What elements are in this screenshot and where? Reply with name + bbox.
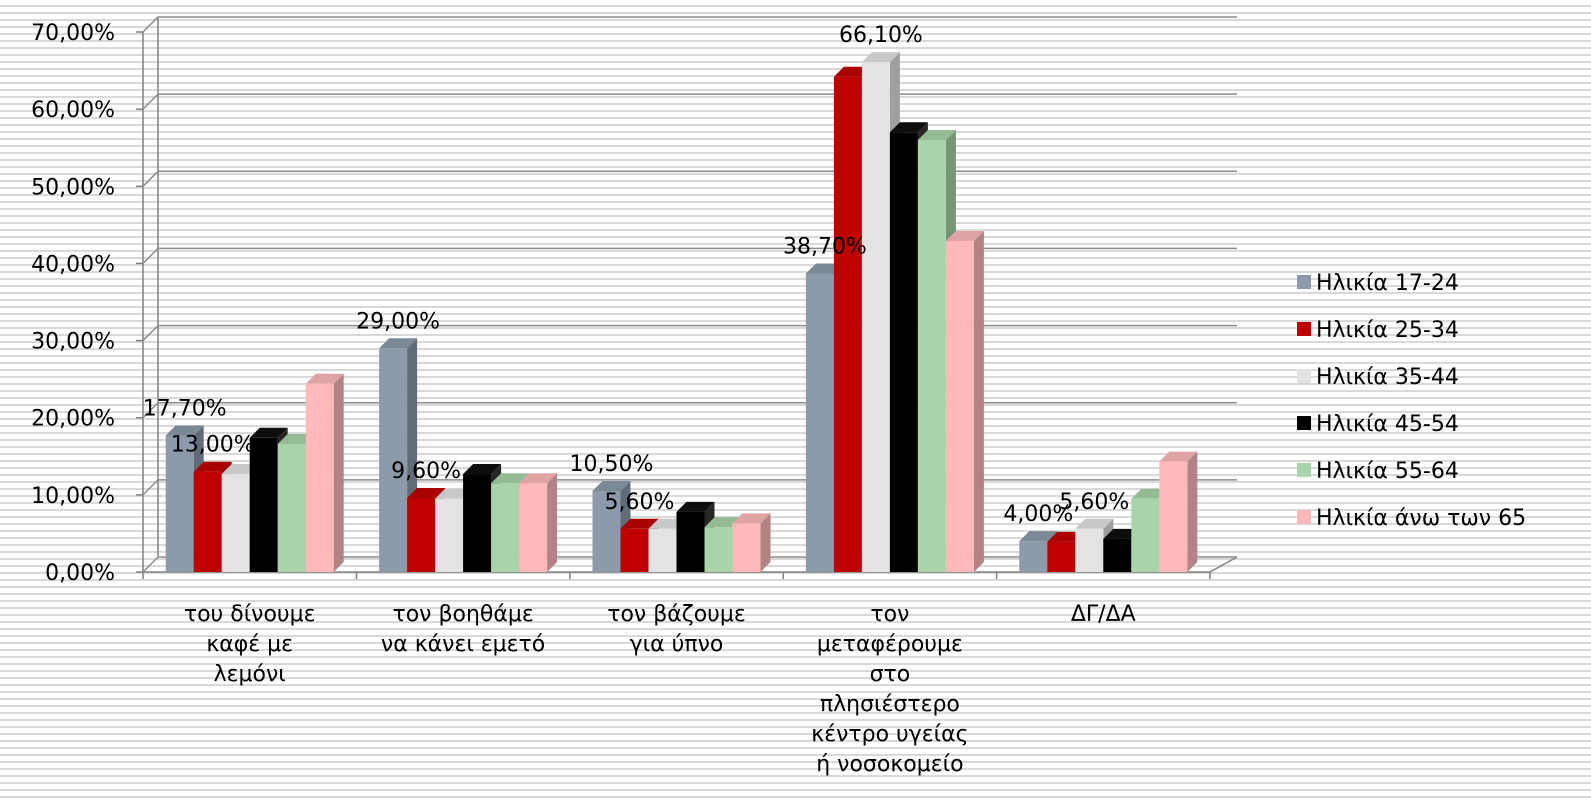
bar [1159,461,1188,572]
legend-label: Ηλικία 25-34 [1316,318,1459,343]
bar [620,528,649,572]
bar [519,483,548,572]
legend-swatch [1297,275,1311,289]
data-label: 17,70% [143,396,227,421]
bar [704,527,733,572]
legend-label: Ηλικία 35-44 [1316,365,1459,390]
bar [805,273,834,572]
bar [732,523,761,572]
bar-top [889,122,928,133]
bar [1047,541,1076,572]
legend-label: Ηλικία άνω των 65 [1316,506,1526,531]
legend-label: Ηλικία 17-24 [1316,271,1459,296]
floor-edge [1209,556,1238,573]
bar [648,528,677,572]
y-tick-label: 30,00% [31,330,115,355]
bar [1075,528,1104,572]
bar-side [760,513,771,572]
bar-top [165,425,204,436]
data-label: 5,60% [605,490,675,515]
legend-label: Ηλικία 45-54 [1316,412,1459,437]
x-tick-label: τον βοηθάμε να κάνει εμετό [381,602,545,657]
bar [1131,498,1160,572]
grid-line [142,170,1237,187]
bar [193,471,222,572]
y-tick-label: 60,00% [31,98,115,123]
bar-top [249,427,288,438]
data-label: 4,00% [1003,502,1073,527]
bar [1019,541,1048,572]
data-label: 38,70% [783,234,867,259]
bar-top [861,52,900,63]
x-tick-label: του δίνουμε καφέ με λεμόνι [184,602,316,687]
bar-top [917,130,956,140]
grid-line [142,324,1237,342]
y-tick-label: 20,00% [31,407,115,432]
grid-line [142,247,1237,264]
bar [407,497,436,572]
bar [917,140,946,572]
bar-top [732,513,771,524]
y-tick-label: 0,00% [45,561,115,586]
bar [491,483,520,572]
bar [277,443,306,572]
data-label: 66,10% [839,23,923,48]
y-tick-label: 10,00% [31,484,115,509]
y-tick-label: 40,00% [31,252,115,277]
bar-side [333,373,344,572]
y-tick-label: 50,00% [31,175,115,200]
legend-swatch [1297,416,1311,430]
data-label: 13,00% [171,433,255,458]
data-label: 9,60% [391,459,461,484]
data-label: 5,60% [1059,490,1129,515]
legend-swatch [1297,463,1311,477]
bar-top [379,338,418,349]
bar [861,62,890,572]
bar-top [463,464,502,475]
bar-side [973,231,984,573]
bar-top [592,481,631,491]
bar [379,348,408,572]
bar-top [193,461,232,472]
bar [676,511,705,572]
bar-top [1075,518,1114,529]
bar-top [1019,531,1058,542]
grid-line [142,93,1237,110]
bar [165,435,194,572]
bar [889,132,918,573]
x-tick-label: τον βάζουμε για ύπνο [607,602,746,657]
bar-top [305,373,344,384]
legend-swatch [1297,510,1311,524]
x-tick-label: τον μεταφέρουμε στο πλησιέστερο κέντρο υγεία… [811,602,968,777]
data-label: 10,50% [570,452,654,477]
bar [1103,538,1132,572]
x-tick-label: ΔΓ/ΔΑ [1071,602,1136,627]
bar-top [519,473,558,484]
bar-top [945,231,984,242]
bar-top [407,487,446,498]
legend-swatch [1297,322,1311,336]
bar-side [547,473,558,572]
bar-side [1187,451,1198,572]
bar-top [676,501,715,512]
bar [221,474,250,572]
bar [592,491,621,572]
bar-top [1159,451,1198,462]
grid-line [142,16,1237,33]
legend-swatch [1297,369,1311,383]
bar [833,76,862,572]
bar [463,474,492,572]
data-label: 29,00% [356,309,440,334]
bar [945,241,974,573]
bar [435,498,464,572]
legend-label: Ηλικία 55-64 [1316,459,1459,484]
bar [305,383,334,572]
bar-top [620,518,659,529]
bar-top [491,473,530,484]
y-tick-label: 70,00% [31,21,115,46]
bar [249,437,278,572]
